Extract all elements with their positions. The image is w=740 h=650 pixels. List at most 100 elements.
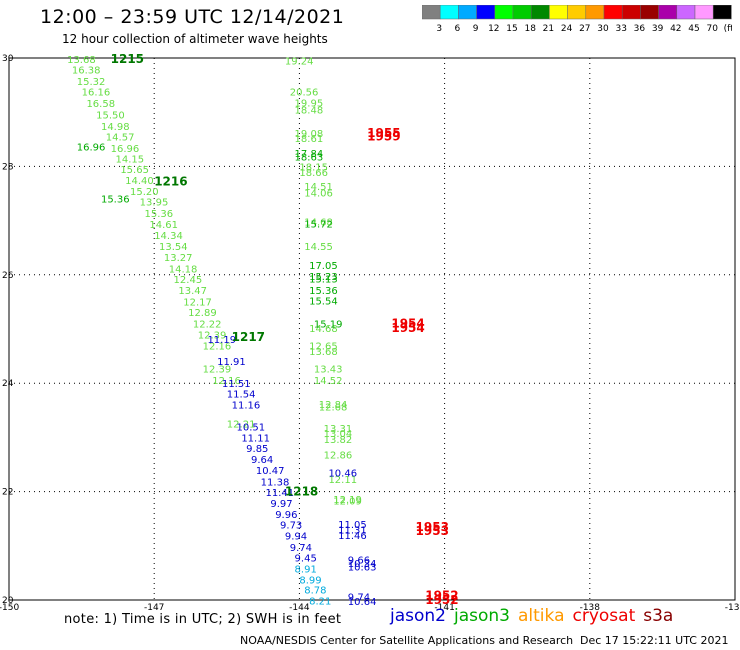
wave-height-label: 15.19 bbox=[314, 320, 343, 331]
wave-height-label: 15.23 bbox=[309, 272, 338, 283]
wave-height-label: 12.09 bbox=[333, 496, 362, 507]
wave-height-label: 14.18 bbox=[169, 264, 198, 275]
colorbar-label: 30 bbox=[597, 24, 609, 34]
satellite-legend: jason2 jason3 altika cryosat s3a bbox=[390, 606, 681, 626]
wave-height-label: 18.15 bbox=[299, 162, 328, 173]
pass-time-label: 1954 bbox=[391, 321, 424, 335]
chart-title: 12:00 – 23:59 UTC 12/14/2021 bbox=[40, 6, 345, 28]
wave-height-label: 11.05 bbox=[338, 520, 367, 531]
pass-time-label: 1955 bbox=[367, 126, 400, 140]
wave-height-label: 15.20 bbox=[130, 187, 159, 198]
wave-height-label: 12.89 bbox=[188, 308, 217, 319]
colorbar-label: 15 bbox=[506, 24, 517, 34]
wave-height-label: 8.21 bbox=[309, 597, 331, 608]
wave-height-label: 15.65 bbox=[120, 165, 149, 176]
wave-height-label: 14.68 bbox=[304, 218, 333, 229]
wave-height-label: 14.06 bbox=[304, 188, 333, 199]
pass-time-label: 1952 bbox=[425, 589, 458, 603]
wave-height-label: 12.19 bbox=[333, 495, 362, 506]
wave-height-label: 13.82 bbox=[324, 435, 353, 446]
colorbar-label: 33 bbox=[615, 24, 626, 34]
wave-height-label: 12.45 bbox=[174, 275, 203, 286]
wave-height-label: 16.38 bbox=[72, 65, 101, 76]
wave-height-label: 15.13 bbox=[309, 275, 338, 286]
wave-height-label: 15.36 bbox=[145, 209, 174, 220]
wave-height-label: 13.27 bbox=[164, 253, 193, 264]
wave-height-label: 15.72 bbox=[304, 219, 333, 230]
pass-time-label: 1959 bbox=[367, 130, 400, 144]
colorbar-swatch bbox=[712, 5, 732, 20]
wave-height-label: 13.04 bbox=[324, 429, 353, 440]
wave-height-label: 14.55 bbox=[304, 242, 333, 253]
wave-height-label: 11.38 bbox=[261, 477, 290, 488]
wave-height-label: 13.68 bbox=[309, 347, 338, 358]
credit-line: NOAA/NESDIS Center for Satellite Applica… bbox=[240, 634, 574, 647]
wave-height-label: 13.95 bbox=[140, 198, 169, 209]
wave-height-label: 14.57 bbox=[106, 133, 135, 144]
wave-height-label: 11.54 bbox=[227, 389, 256, 400]
wave-height-label: 15.50 bbox=[96, 110, 125, 121]
pass-time-label: 1952 bbox=[425, 593, 458, 607]
wave-height-label: 10.47 bbox=[256, 466, 285, 477]
wave-height-label: 10.51 bbox=[236, 423, 265, 434]
wave-height-label: 12.68 bbox=[319, 403, 348, 414]
wave-height-label: 15.54 bbox=[309, 296, 338, 307]
plot-frame bbox=[8, 57, 736, 601]
wave-height-label: 10.34 bbox=[348, 559, 377, 570]
wave-height-label: 13.47 bbox=[178, 286, 207, 297]
colorbar-label: 42 bbox=[670, 24, 681, 34]
wave-height-label: 12.39 bbox=[198, 330, 227, 341]
legend-item-altika: altika bbox=[518, 606, 565, 626]
wave-height-label: 11.41 bbox=[266, 488, 295, 499]
wave-height-label: 12.17 bbox=[183, 297, 212, 308]
legend-item-jason2: jason2 bbox=[390, 606, 446, 626]
wave-height-label: 13.68 bbox=[67, 55, 96, 66]
wave-height-label: 8.99 bbox=[299, 575, 321, 586]
y-tick-label: 22 bbox=[2, 488, 13, 498]
wave-height-label: 9.74 bbox=[290, 543, 312, 554]
x-tick-label: -135 bbox=[725, 603, 740, 613]
wave-height-label: 9.94 bbox=[285, 532, 307, 543]
wave-height-label: 9.66 bbox=[348, 555, 370, 566]
wave-height-label: 12.21 bbox=[227, 419, 256, 430]
wave-height-label: 17.05 bbox=[309, 261, 338, 272]
wave-height-label: 14.61 bbox=[149, 220, 178, 231]
pass-time-label: 1953 bbox=[416, 524, 449, 538]
colorbar-label: 9 bbox=[473, 24, 479, 34]
y-tick-label: 20 bbox=[2, 596, 14, 606]
wave-height-label: 13.43 bbox=[314, 365, 343, 376]
wave-height-label: 16.96 bbox=[77, 142, 106, 153]
wave-height-label: 11.51 bbox=[222, 379, 251, 390]
wave-height-label: 16.96 bbox=[111, 144, 140, 155]
wave-height-label: 9.45 bbox=[295, 554, 317, 565]
legend-item-s3a: s3a bbox=[643, 606, 674, 626]
wave-height-label: 18.61 bbox=[295, 134, 324, 145]
wave-height-label: 18.66 bbox=[299, 168, 328, 179]
colorbar-label: 24 bbox=[561, 24, 573, 34]
x-tick-label: -138 bbox=[580, 603, 601, 613]
wave-height-label: 15.36 bbox=[101, 194, 130, 205]
colorbar-label: 45 bbox=[688, 24, 699, 34]
colorbar-label: 18 bbox=[524, 24, 536, 34]
pass-time-label: 1953 bbox=[416, 520, 449, 534]
wave-height-label: 14.68 bbox=[309, 324, 338, 335]
wave-height-label: 9.85 bbox=[246, 444, 268, 455]
wave-height-label: 18.48 bbox=[295, 105, 324, 116]
wave-height-label: 19.08 bbox=[295, 129, 324, 140]
colorbar-label: 27 bbox=[579, 24, 590, 34]
wave-height-label: 12.86 bbox=[324, 451, 353, 462]
wave-height-label: 19.24 bbox=[285, 57, 314, 68]
footnote: note: 1) Time is in UTC; 2) SWH is in fe… bbox=[64, 612, 342, 627]
wave-height-label: 20.56 bbox=[290, 88, 319, 99]
colorbar-label: 70 bbox=[706, 24, 718, 34]
pass-time-label: 1217 bbox=[232, 330, 265, 344]
wave-height-label: 11.46 bbox=[338, 531, 367, 542]
colorbar-label: 6 bbox=[455, 24, 461, 34]
pass-time-label: 1215 bbox=[111, 52, 144, 66]
x-tick-label: -144 bbox=[289, 603, 310, 613]
colorbar-label: (ft) bbox=[724, 24, 732, 34]
wave-height-label: 15.36 bbox=[309, 286, 338, 297]
wave-height-label: 15.32 bbox=[77, 77, 106, 88]
